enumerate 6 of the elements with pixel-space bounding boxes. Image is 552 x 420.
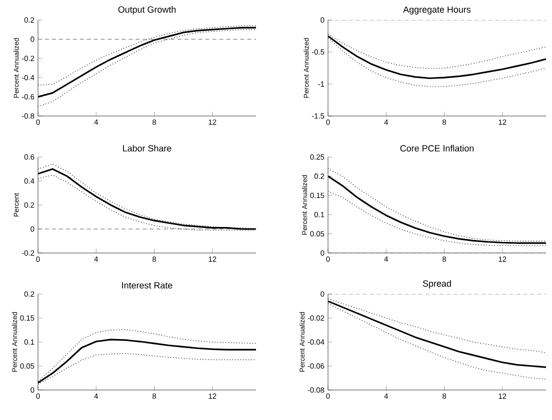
chart-title: Aggregate Hours (403, 6, 471, 14)
chart-title: Spread (422, 280, 451, 288)
chart-title: Labor Share (123, 144, 172, 152)
chart-title: Output Growth (118, 6, 176, 14)
chart-title: Interest Rate (122, 282, 172, 288)
chart-title: Core PCE Inflation (400, 144, 474, 152)
